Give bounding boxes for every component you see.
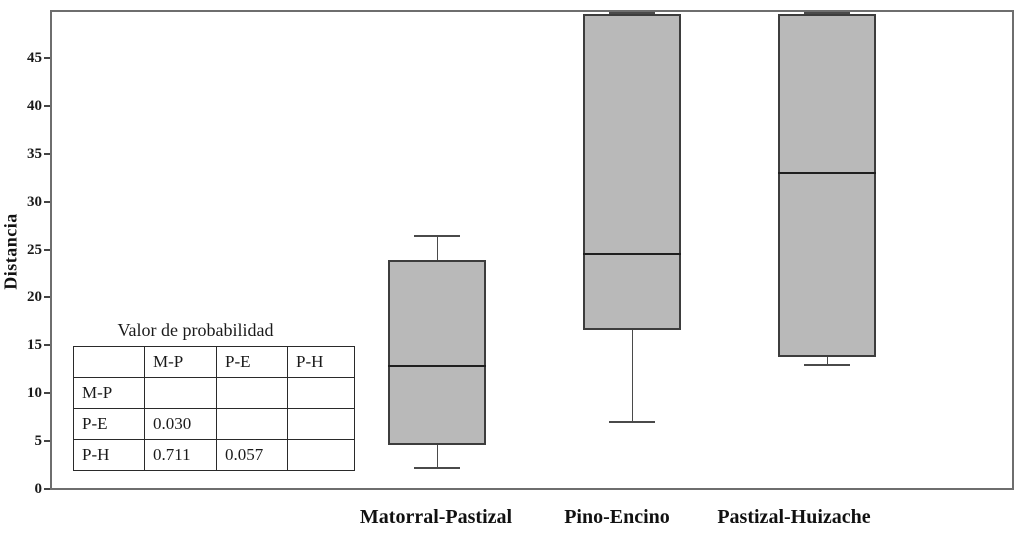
table-value-cell [287,408,355,440]
y-tick-label: 45 [27,49,42,66]
box-iqr [583,13,681,330]
y-tick-mark [44,344,50,347]
table-value-cell [144,377,217,409]
y-tick-label: 25 [27,241,42,258]
table-row-header: P-E [73,408,145,440]
lower-whisker-line [632,329,633,422]
y-tick-mark [44,488,50,490]
lower-whisker-cap [414,466,460,469]
upper-whisker-cap [414,235,460,238]
table-row: P-H 0.711 0.057 [73,439,355,471]
lower-whisker-line [437,444,438,468]
table-value-cell [216,408,288,440]
y-tick-label: 15 [27,337,42,354]
lower-whisker-cap [609,420,655,423]
table-row: M-P [73,377,355,409]
upper-whisker-cap [804,12,850,14]
y-tick-label: 20 [27,289,42,306]
y-tick-label: 40 [27,97,42,114]
y-tick-mark [44,200,50,203]
y-tick-mark [44,104,50,107]
y-tick-mark [44,56,50,59]
table-corner-cell [73,346,145,378]
y-tick-mark [44,248,50,251]
y-tick-label: 30 [27,193,42,210]
table-col-header: P-H [287,346,355,378]
y-tick-label: 0 [34,481,43,497]
table-value-cell [287,377,355,409]
median-line [778,171,876,174]
table-col-header: M-P [144,346,217,378]
probability-table-title: Valor de probabilidad [117,320,274,340]
x-category-label: Pino-Encino [564,506,670,528]
probability-table-body: M-P P-E P-H M-P P-E 0.030 P-H 0.711 0.057 [73,346,355,471]
lower-whisker-line [827,356,828,366]
y-tick-label: 5 [34,433,43,450]
table-value-cell [216,377,288,409]
y-tick-mark [44,392,50,395]
y-tick-mark [44,296,50,299]
table-value-cell [287,439,355,471]
y-tick-label: 35 [27,145,42,162]
table-value-cell: 0.030 [144,408,217,440]
y-tick-mark [44,152,50,155]
upper-whisker-cap [609,12,655,14]
box-iqr [388,260,486,445]
table-value-cell: 0.057 [216,439,288,471]
x-category-label: Pastizal-Huizache [717,506,871,528]
x-category-label: Matorral-Pastizal [359,506,513,528]
table-row-header: P-H [73,439,145,471]
table-row: P-E 0.030 [73,408,355,440]
lower-whisker-cap [804,364,850,367]
y-tick-label: 10 [27,385,42,402]
upper-whisker-line [437,235,438,261]
table-value-cell: 0.711 [144,439,217,471]
y-tick-mark [44,440,50,443]
table-row: M-P P-E P-H [73,346,355,378]
table-row-header: M-P [73,377,145,409]
table-col-header: P-E [216,346,288,378]
box-iqr [778,13,876,357]
median-line [583,253,681,256]
median-line [388,365,486,368]
probability-table: M-P P-E P-H M-P P-E 0.030 P-H 0.711 0.057 [73,346,355,471]
